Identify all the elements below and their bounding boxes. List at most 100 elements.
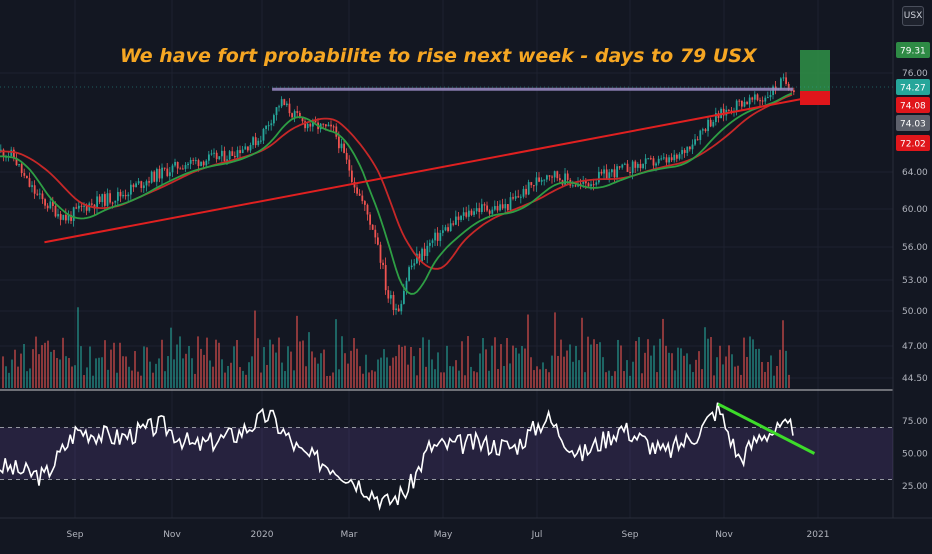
volume-bar (683, 355, 685, 388)
volume-bar (308, 332, 310, 388)
candle-body (101, 194, 104, 203)
candle-body (189, 159, 192, 164)
candle-body (353, 181, 356, 188)
volume-bar (59, 359, 61, 388)
volume-bar (275, 352, 277, 388)
candle-body (525, 188, 527, 195)
volume-bar (284, 371, 286, 388)
candle-body (23, 173, 26, 176)
candle-body (252, 137, 254, 146)
candle-body (527, 182, 530, 195)
volume-bar (485, 349, 487, 388)
candle-body (57, 214, 59, 217)
volume-bar (572, 361, 574, 388)
candle-body (512, 197, 514, 199)
candle-body (491, 209, 494, 214)
volume-bar (149, 361, 151, 388)
candle-body (639, 163, 642, 169)
candle-body (148, 181, 150, 183)
candle-body (260, 140, 262, 142)
candle-body (457, 216, 460, 220)
volume-bar (143, 346, 145, 388)
volume-bar (164, 371, 166, 388)
candle-body (746, 101, 748, 105)
volume-bar (689, 364, 691, 388)
volume-bar (527, 314, 529, 388)
volume-bar (656, 372, 658, 388)
volume-bar (476, 372, 478, 388)
candle-body (712, 122, 715, 127)
volume-bar (554, 312, 556, 388)
volume-bar (281, 362, 283, 388)
candle-body (423, 248, 426, 256)
volume-bar (98, 357, 100, 388)
volume-bar (2, 356, 4, 388)
volume-bar (356, 348, 358, 388)
price-tick-label: 47.00 (902, 342, 928, 352)
volume-bar (239, 367, 241, 388)
candle-body (455, 216, 457, 225)
candle-body (62, 214, 65, 220)
volume-bar (20, 353, 22, 388)
candle-body (70, 214, 72, 221)
target-zone (800, 50, 830, 91)
volume-bar (758, 348, 760, 388)
candle-body (278, 106, 280, 108)
candle-body (218, 156, 221, 160)
volume-bar (437, 352, 439, 388)
candle-body (715, 113, 717, 123)
candle-body (143, 185, 145, 188)
volume-bar (731, 354, 733, 388)
candle-body (748, 97, 751, 105)
candle-body (299, 112, 301, 119)
volume-bar (701, 369, 703, 388)
candle-body (382, 262, 384, 266)
candle-body (582, 180, 585, 184)
volume-bar (734, 366, 736, 388)
volume-bar (236, 339, 238, 388)
volume-bar (362, 373, 364, 388)
volume-bar (629, 375, 631, 388)
candle-body (621, 164, 624, 168)
volume-bar (158, 358, 160, 388)
candle-body (41, 193, 44, 200)
candle-body (171, 165, 174, 173)
volume-bar (341, 336, 343, 388)
volume-bar (686, 353, 688, 388)
candle-body (439, 232, 442, 241)
rsi-tick-label: 50.00 (902, 450, 928, 460)
candle-body (52, 201, 54, 206)
volume-bar (296, 315, 298, 388)
candle-body (592, 184, 595, 186)
currency-scale-button[interactable]: USX (902, 6, 924, 26)
candle-body (481, 204, 483, 213)
candle-body (668, 157, 670, 163)
candle-body (452, 223, 455, 225)
candle-body (348, 159, 351, 171)
volume-bar (245, 374, 247, 388)
price-tick-label: 53.00 (902, 276, 928, 286)
candle-body (566, 173, 569, 180)
candle-body (109, 193, 111, 203)
candle-body (31, 185, 33, 187)
candle-body (611, 169, 613, 173)
candle-body (114, 200, 117, 203)
candle-body (501, 204, 504, 209)
volume-bar (116, 372, 118, 388)
candle-body (600, 171, 603, 174)
candle-body (270, 123, 273, 126)
candle-body (280, 99, 283, 107)
volume-bar (218, 342, 220, 388)
volume-bar (434, 369, 436, 388)
candle-body (769, 95, 772, 98)
volume-bar (86, 367, 88, 388)
candle-body (618, 166, 621, 168)
candle-body (257, 140, 260, 146)
candle-body (405, 280, 408, 291)
volume-bar (521, 345, 523, 388)
volume-bar (584, 372, 586, 388)
volume-bar (227, 365, 229, 388)
candle-body (54, 205, 57, 217)
